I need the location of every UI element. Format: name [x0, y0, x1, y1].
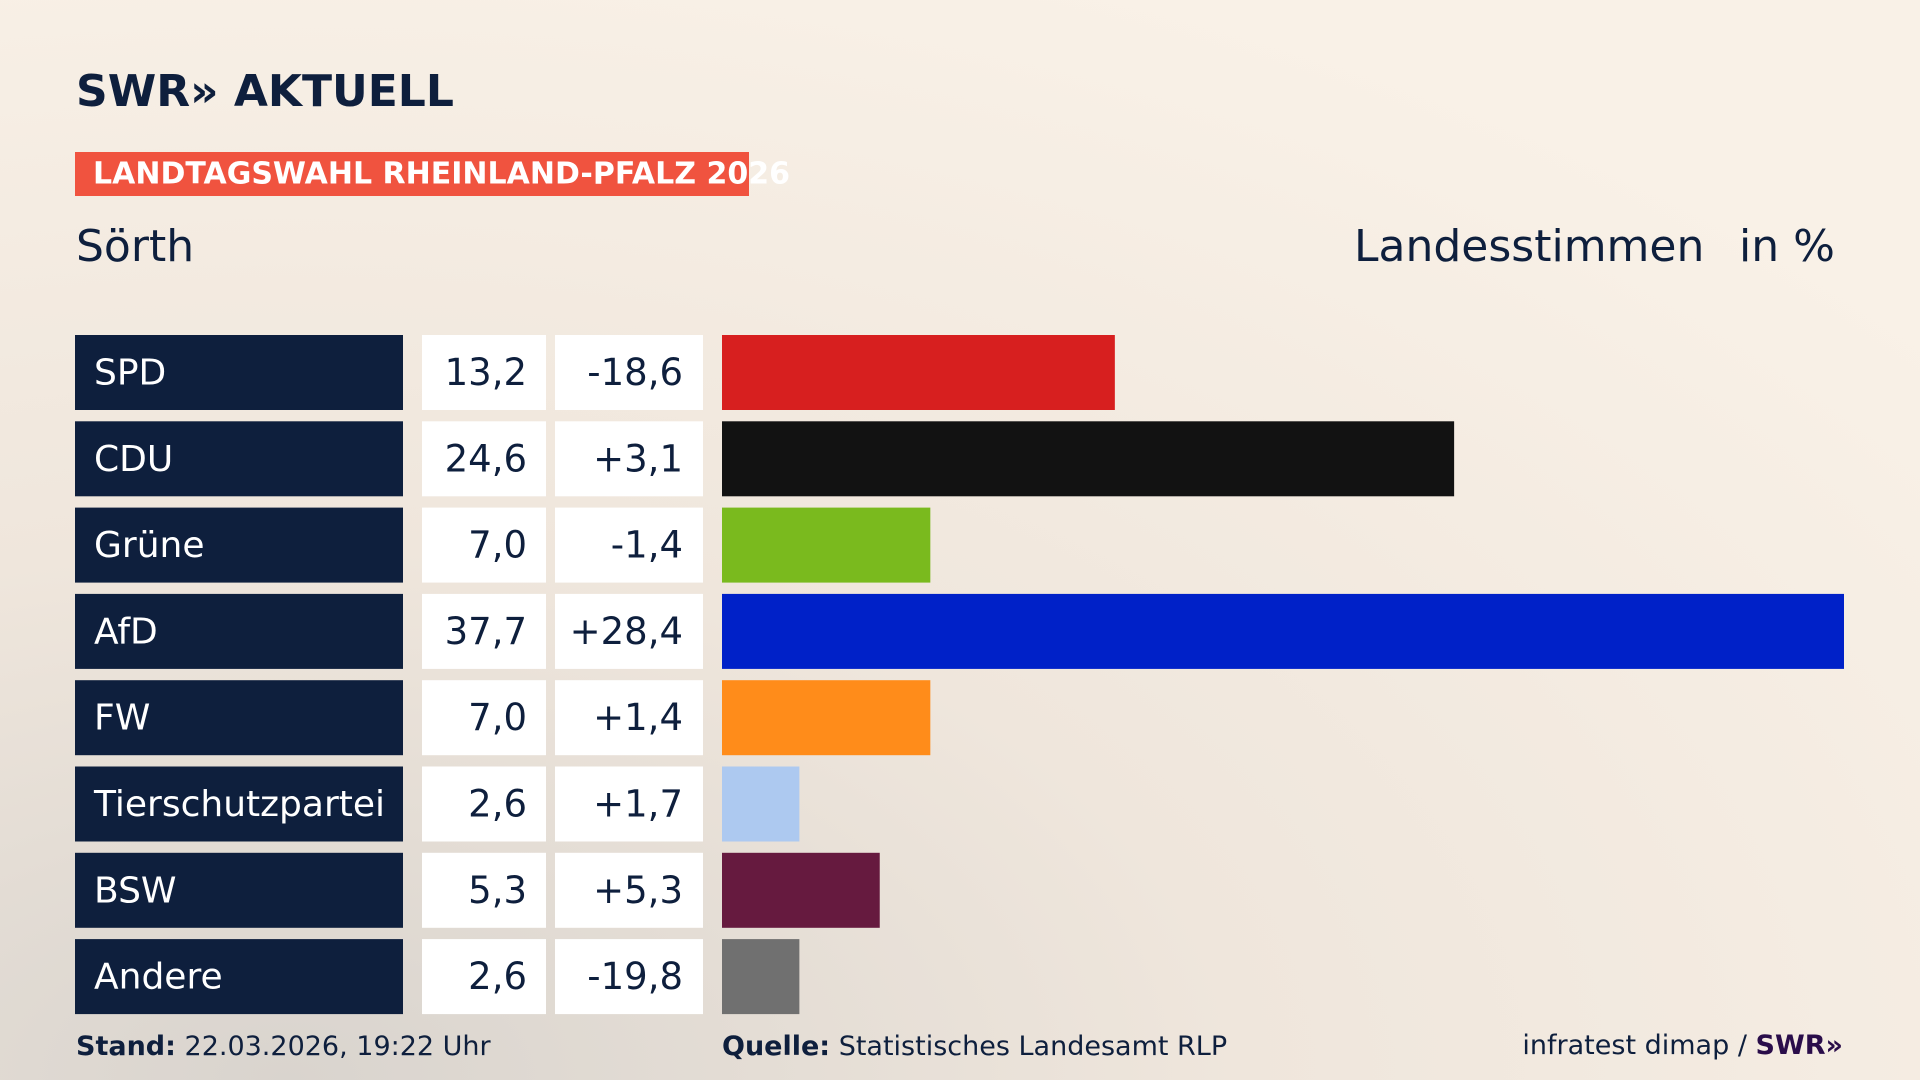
- name-cell: [75, 507, 403, 583]
- logo: SWR» AKTUELL: [76, 66, 454, 117]
- value-label: 37,7: [445, 610, 527, 653]
- banner: LANDTAGSWAHL RHEINLAND-PFALZ 2026: [93, 157, 790, 192]
- value-label: 5,3: [468, 869, 527, 912]
- change-cell: [555, 852, 703, 928]
- party-name: BSW: [94, 870, 177, 911]
- credit-text: infratest dimap /: [1522, 1030, 1747, 1061]
- change-cell: [555, 766, 703, 842]
- party-name: Andere: [94, 957, 223, 998]
- change-cell: [555, 335, 703, 410]
- change-label: +1,7: [593, 783, 683, 826]
- credit: infratest dimap / SWR»: [1522, 1030, 1843, 1061]
- value-cell: [422, 421, 546, 497]
- bar: [722, 335, 1115, 410]
- change-label: +1,4: [593, 696, 683, 739]
- bar: [722, 507, 931, 583]
- bar: [722, 680, 931, 756]
- source-label: Quelle:: [722, 1031, 830, 1062]
- value-cell: [422, 939, 546, 1015]
- name-cell: [75, 766, 403, 842]
- measure: Landesstimmen: [1354, 221, 1704, 272]
- value-label: 2,6: [468, 955, 527, 998]
- change-cell: [555, 421, 703, 497]
- change-label: -18,6: [587, 351, 683, 394]
- bar: [722, 766, 800, 842]
- party-name: FW: [94, 698, 150, 739]
- bar: [722, 939, 800, 1015]
- value-cell: [422, 507, 546, 583]
- change-label: -1,4: [611, 524, 683, 567]
- value-label: 13,2: [445, 351, 527, 394]
- name-cell: [75, 421, 403, 497]
- name-cell: [75, 852, 403, 928]
- party-name: AfD: [94, 611, 158, 652]
- name-cell: [75, 939, 403, 1015]
- region: Sörth: [76, 221, 194, 272]
- value-label: 24,6: [445, 437, 527, 480]
- source: Quelle: Statistisches Landesamt RLP: [722, 1031, 1227, 1062]
- stand: Stand: 22.03.2026, 19:22 Uhr: [76, 1031, 492, 1062]
- change-label: +5,3: [593, 869, 683, 912]
- party-name: Grüne: [94, 525, 204, 566]
- change-label: -19,8: [587, 955, 683, 998]
- name-cell: [75, 680, 403, 756]
- change-cell: [555, 593, 703, 669]
- change-cell: [555, 507, 703, 583]
- name-cell: [75, 593, 403, 669]
- banner-bg: [75, 152, 749, 196]
- value-cell: [422, 593, 546, 669]
- change-label: +28,4: [570, 610, 683, 653]
- source-value: Statistisches Landesamt RLP: [839, 1031, 1227, 1062]
- name-cell: [75, 335, 403, 410]
- credit-logo: SWR»: [1756, 1030, 1843, 1061]
- party-name: Tierschutzpartei: [93, 784, 385, 825]
- value-label: 7,0: [468, 524, 527, 567]
- value-cell: [422, 335, 546, 410]
- unit: in %: [1739, 221, 1835, 272]
- value-cell: [422, 852, 546, 928]
- value-cell: [422, 680, 546, 756]
- value-label: 7,0: [468, 696, 527, 739]
- change-label: +3,1: [593, 437, 683, 480]
- bar: [722, 421, 1455, 497]
- bar: [722, 852, 880, 928]
- stand-label: Stand:: [76, 1031, 176, 1062]
- party-name: CDU: [94, 439, 173, 480]
- party-name: SPD: [94, 353, 166, 394]
- value-cell: [422, 766, 546, 842]
- bar: [722, 593, 1844, 669]
- stand-value: 22.03.2026, 19:22 Uhr: [185, 1031, 492, 1062]
- change-cell: [555, 680, 703, 756]
- value-label: 2,6: [468, 783, 527, 826]
- change-cell: [555, 939, 703, 1015]
